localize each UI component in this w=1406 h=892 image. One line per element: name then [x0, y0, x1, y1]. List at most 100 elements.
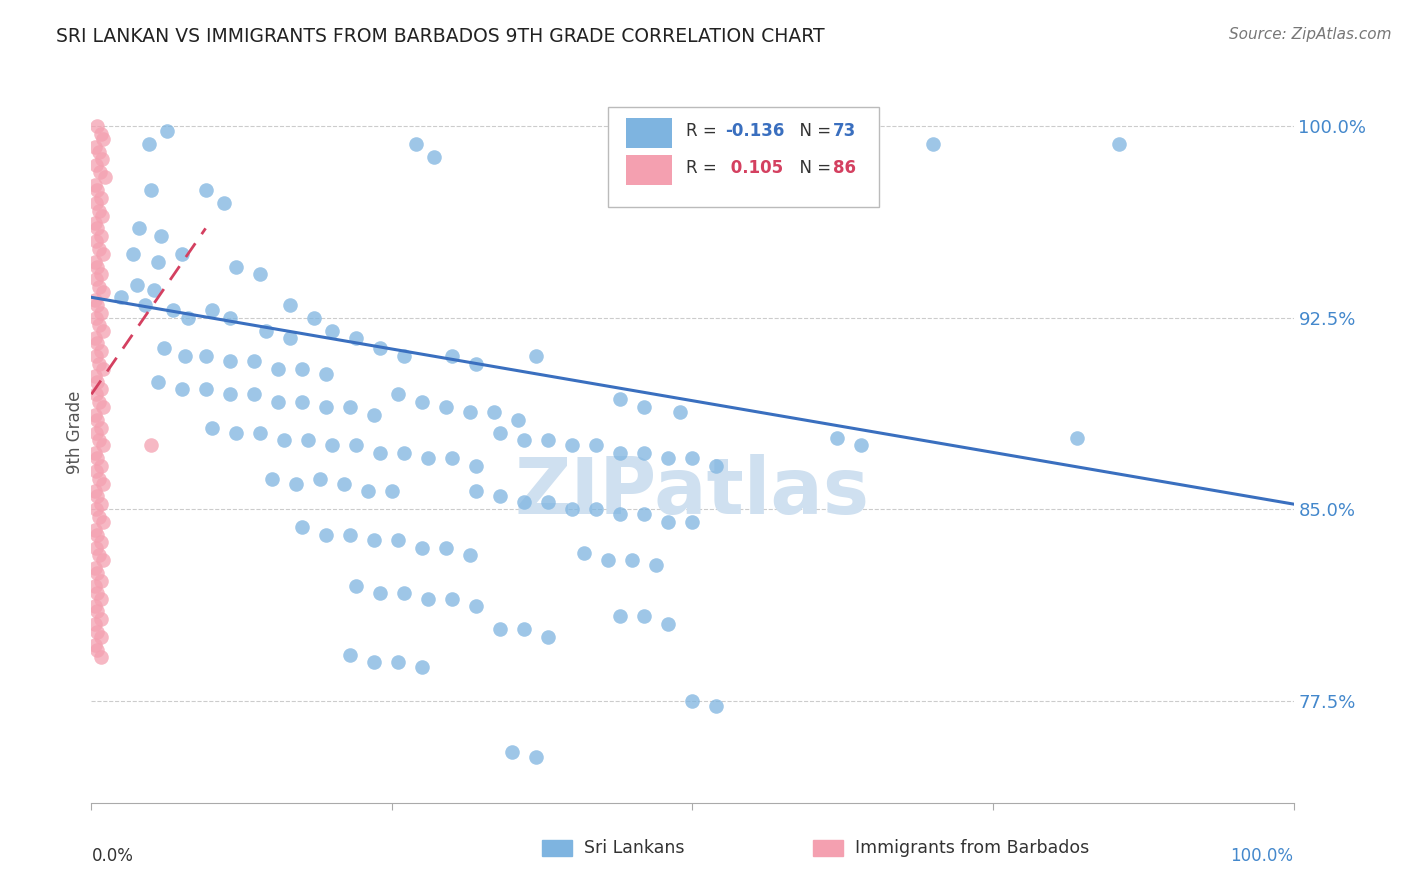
Point: [789, 137, 811, 152]
Point: [87, 509, 110, 524]
Point: [411, 660, 433, 674]
Point: [86, 642, 108, 657]
Point: [267, 395, 290, 409]
Point: [84, 178, 107, 192]
Text: 0.0%: 0.0%: [91, 847, 134, 865]
Y-axis label: 9th Grade: 9th Grade: [66, 391, 84, 475]
Point: [574, 546, 596, 560]
Point: [633, 446, 655, 460]
Point: [1066, 431, 1088, 445]
Point: [91, 153, 114, 167]
Point: [86, 183, 108, 197]
Point: [633, 508, 655, 522]
Point: [125, 277, 148, 292]
Point: [465, 458, 488, 473]
Point: [84, 254, 107, 268]
Point: [513, 494, 536, 508]
Point: [84, 425, 107, 440]
Point: [657, 515, 679, 529]
Point: [122, 247, 145, 261]
Point: [218, 387, 240, 401]
Point: [308, 472, 330, 486]
Point: [501, 745, 523, 759]
Point: [717, 137, 740, 152]
Point: [225, 260, 247, 274]
Point: [489, 490, 512, 504]
Point: [84, 579, 107, 593]
Bar: [813, 840, 842, 856]
Text: N =: N =: [789, 160, 837, 178]
Point: [242, 354, 264, 368]
Point: [87, 280, 110, 294]
Point: [141, 438, 163, 452]
Point: [90, 420, 112, 434]
Point: [681, 451, 703, 466]
Point: [825, 431, 848, 445]
Point: [423, 150, 446, 164]
Point: [142, 283, 165, 297]
Point: [162, 303, 184, 318]
Point: [174, 349, 197, 363]
Point: [84, 310, 107, 325]
Bar: [626, 118, 672, 147]
Point: [392, 586, 415, 600]
Point: [138, 137, 160, 152]
Point: [297, 434, 319, 448]
Point: [176, 310, 198, 325]
Point: [524, 749, 547, 764]
Point: [86, 566, 108, 580]
Point: [411, 541, 433, 555]
Bar: [626, 155, 672, 185]
Point: [302, 310, 325, 325]
Point: [278, 298, 301, 312]
Point: [201, 420, 224, 434]
Point: [87, 472, 110, 486]
Point: [291, 361, 314, 376]
Point: [706, 458, 728, 473]
Point: [922, 137, 945, 152]
Point: [537, 630, 560, 644]
Point: [146, 254, 169, 268]
Text: 100.0%: 100.0%: [1230, 847, 1294, 865]
Point: [657, 617, 679, 632]
Point: [84, 541, 107, 555]
Point: [489, 622, 512, 636]
Point: [273, 434, 295, 448]
Text: SRI LANKAN VS IMMIGRANTS FROM BARBADOS 9TH GRADE CORRELATION CHART: SRI LANKAN VS IMMIGRANTS FROM BARBADOS 9…: [56, 27, 825, 45]
Point: [90, 343, 112, 358]
Point: [291, 520, 314, 534]
Point: [381, 484, 404, 499]
Point: [84, 523, 107, 537]
Text: Source: ZipAtlas.com: Source: ZipAtlas.com: [1229, 27, 1392, 42]
Point: [90, 650, 112, 665]
Point: [87, 548, 110, 562]
Point: [86, 120, 108, 134]
Point: [368, 446, 391, 460]
Point: [93, 170, 115, 185]
Point: [90, 574, 112, 588]
Point: [86, 604, 108, 618]
Point: [537, 494, 560, 508]
Point: [87, 357, 110, 371]
Point: [489, 425, 512, 440]
Point: [249, 425, 271, 440]
Point: [218, 310, 240, 325]
Point: [242, 387, 264, 401]
Point: [150, 229, 173, 244]
Point: [585, 438, 607, 452]
Point: [84, 349, 107, 363]
Point: [84, 157, 107, 171]
Point: [609, 609, 631, 624]
Point: [513, 434, 536, 448]
Point: [128, 221, 150, 235]
Text: 73: 73: [834, 122, 856, 140]
Point: [90, 535, 112, 549]
Point: [458, 405, 481, 419]
Point: [249, 268, 271, 282]
Point: [321, 324, 343, 338]
Point: [93, 553, 115, 567]
Point: [84, 484, 107, 499]
Point: [93, 132, 115, 146]
Point: [146, 375, 169, 389]
Point: [134, 298, 156, 312]
